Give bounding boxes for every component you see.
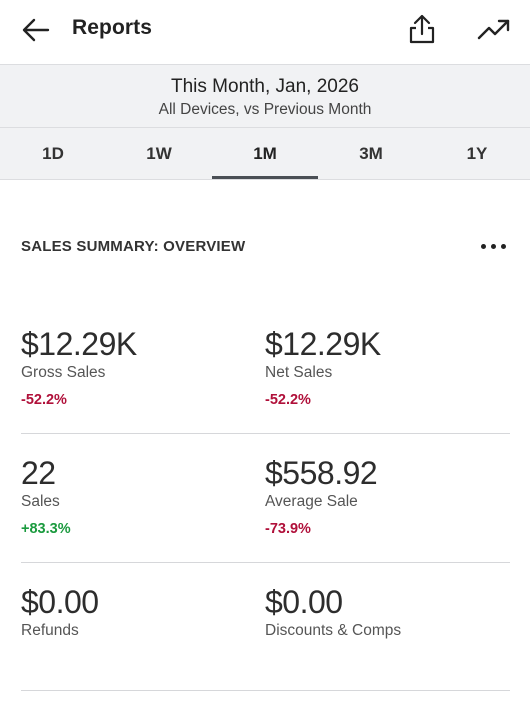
- metric-label: Discounts & Comps: [265, 622, 402, 639]
- metric-value: $12.29K: [265, 326, 381, 362]
- top-app-bar: Reports: [0, 0, 530, 64]
- page-title: Reports: [72, 16, 153, 39]
- divider: [21, 562, 510, 563]
- divider: [21, 433, 510, 434]
- metric-value: $12.29K: [21, 326, 137, 362]
- more-options-button[interactable]: [476, 236, 512, 256]
- tab-1m[interactable]: 1M: [253, 144, 277, 163]
- date-range-label: This Month, Jan, 2026: [171, 76, 359, 97]
- metric-change: -52.2%: [21, 392, 67, 408]
- metric-label: Refunds: [21, 622, 79, 639]
- metric-change: -73.9%: [265, 521, 311, 537]
- trend-button[interactable]: [476, 14, 512, 44]
- metric-change: -52.2%: [265, 392, 311, 408]
- metric-net-sales[interactable]: $12.29K Net Sales -52.2%: [265, 326, 495, 409]
- metric-label: Gross Sales: [21, 364, 106, 381]
- tab-3m[interactable]: 3M: [359, 144, 383, 163]
- metric-sales-count[interactable]: 22 Sales +83.3%: [21, 455, 251, 538]
- tab-1d[interactable]: 1D: [42, 144, 64, 163]
- date-range-selector[interactable]: This Month, Jan, 2026 All Devices, vs Pr…: [0, 64, 530, 128]
- tab-1w[interactable]: 1W: [146, 144, 172, 163]
- metric-value: $0.00: [265, 584, 343, 620]
- metric-label: Sales: [21, 493, 60, 510]
- metric-value: $0.00: [21, 584, 99, 620]
- active-tab-indicator: [212, 176, 318, 179]
- share-icon: [409, 14, 435, 44]
- tab-1y[interactable]: 1Y: [466, 144, 488, 163]
- more-horizontal-icon: [491, 244, 496, 249]
- trending-up-icon: [477, 19, 510, 40]
- comparison-label: All Devices, vs Previous Month: [158, 101, 372, 118]
- metric-value: $558.92: [265, 455, 378, 491]
- metric-discounts-comps[interactable]: $0.00 Discounts & Comps: [265, 584, 495, 641]
- section-heading: SALES SUMMARY: OVERVIEW: [21, 238, 246, 255]
- back-button[interactable]: [20, 14, 52, 46]
- divider: [21, 690, 510, 691]
- metric-gross-sales[interactable]: $12.29K Gross Sales -52.2%: [21, 326, 251, 409]
- metric-refunds[interactable]: $0.00 Refunds: [21, 584, 251, 641]
- time-range-tabs: 1D 1W 1M 3M 1Y: [0, 128, 530, 180]
- arrow-left-icon: [22, 18, 50, 42]
- metric-value: 22: [21, 455, 56, 491]
- metric-change: +83.3%: [21, 521, 71, 537]
- metric-label: Net Sales: [265, 364, 333, 381]
- more-horizontal-icon: [481, 244, 486, 249]
- metric-average-sale[interactable]: $558.92 Average Sale -73.9%: [265, 455, 495, 538]
- share-button[interactable]: [406, 12, 438, 46]
- metric-label: Average Sale: [265, 493, 358, 510]
- more-horizontal-icon: [501, 244, 506, 249]
